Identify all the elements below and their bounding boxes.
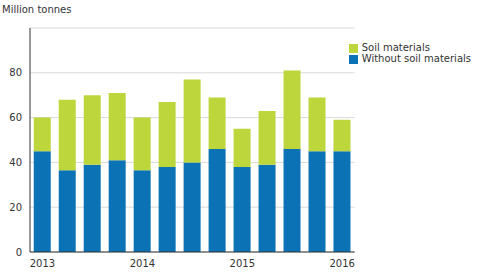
svg-text:0: 0 — [16, 247, 22, 258]
svg-text:60: 60 — [9, 112, 22, 123]
svg-text:2015: 2015 — [230, 258, 255, 269]
svg-text:40: 40 — [9, 157, 22, 168]
html-text:Million tonnes: Million tonnes — [2, 4, 72, 15]
svg-text:2014: 2014 — [130, 258, 155, 269]
html-text:Without soil materials: Without soil materials — [361, 53, 471, 64]
svg-text:80: 80 — [9, 67, 22, 78]
svg-text:20: 20 — [9, 202, 22, 213]
svg-text:2013: 2013 — [30, 258, 55, 269]
svg-text:2016: 2016 — [330, 258, 355, 269]
html-text:Soil materials: Soil materials — [361, 42, 430, 53]
